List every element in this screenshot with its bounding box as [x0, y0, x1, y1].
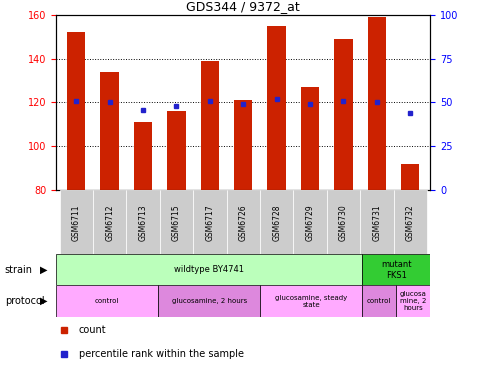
Text: glucosamine, steady
state: glucosamine, steady state [275, 295, 346, 307]
Bar [334, 39, 352, 190]
Bar [167, 111, 185, 190]
Bar [160, 190, 193, 254]
Bar [367, 17, 385, 190]
Bar [267, 26, 285, 190]
Bar [134, 122, 152, 190]
Bar [56, 254, 362, 285]
Bar [360, 190, 393, 254]
Text: GSM6713: GSM6713 [138, 204, 147, 241]
Text: count: count [79, 325, 106, 335]
Bar [293, 190, 326, 254]
Bar [67, 32, 85, 190]
Bar [260, 190, 293, 254]
Text: ▶: ▶ [40, 265, 47, 275]
Bar [226, 190, 260, 254]
Bar [93, 190, 126, 254]
Bar [200, 61, 219, 190]
Text: GSM6717: GSM6717 [205, 204, 214, 241]
Text: wildtype BY4741: wildtype BY4741 [174, 265, 244, 274]
Bar [126, 190, 160, 254]
Text: GSM6728: GSM6728 [272, 204, 281, 240]
Bar [362, 254, 429, 285]
Bar [193, 190, 226, 254]
Text: glucosa
mine, 2
hours: glucosa mine, 2 hours [399, 291, 426, 311]
Text: GSM6712: GSM6712 [105, 204, 114, 240]
Text: GSM6730: GSM6730 [338, 204, 347, 241]
Bar [300, 87, 319, 190]
Text: protocol: protocol [5, 296, 44, 306]
Text: glucosamine, 2 hours: glucosamine, 2 hours [171, 298, 246, 304]
Text: mutant
FKS1: mutant FKS1 [380, 260, 411, 280]
Bar [395, 285, 429, 317]
Text: ▶: ▶ [40, 296, 47, 306]
Bar [101, 72, 119, 190]
Bar [326, 190, 360, 254]
Bar [158, 285, 260, 317]
Text: GSM6731: GSM6731 [372, 204, 381, 241]
Title: GDS344 / 9372_at: GDS344 / 9372_at [186, 0, 300, 14]
Bar [400, 164, 419, 190]
Bar [234, 100, 252, 190]
Text: GSM6715: GSM6715 [172, 204, 181, 241]
Text: GSM6732: GSM6732 [405, 204, 414, 241]
Text: control: control [366, 298, 391, 304]
Bar [393, 190, 426, 254]
Text: GSM6729: GSM6729 [305, 204, 314, 241]
Bar [60, 190, 93, 254]
Bar [56, 285, 158, 317]
Text: GSM6711: GSM6711 [72, 204, 81, 240]
Bar [260, 285, 362, 317]
Bar [362, 285, 395, 317]
Text: percentile rank within the sample: percentile rank within the sample [79, 349, 243, 359]
Text: strain: strain [5, 265, 33, 275]
Text: control: control [95, 298, 119, 304]
Text: GSM6726: GSM6726 [238, 204, 247, 241]
